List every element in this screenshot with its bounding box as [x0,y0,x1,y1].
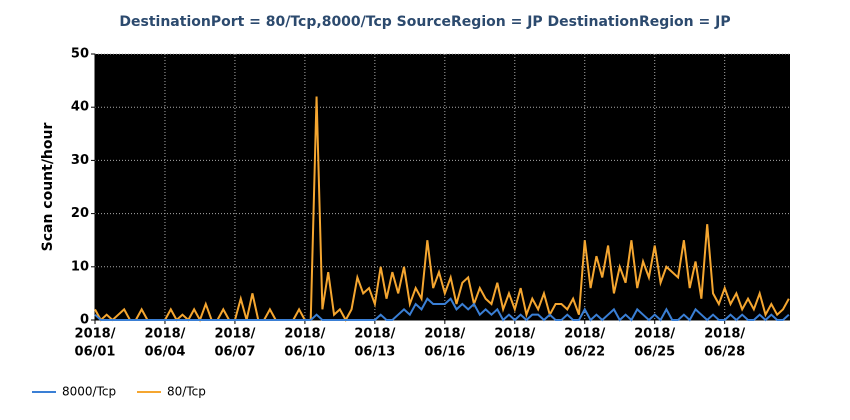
y-tick-label: 20 [71,206,89,221]
x-tick-label: 2018/ [704,327,745,342]
series-line [94,96,790,323]
x-tick-label: 06/16 [424,345,465,360]
series-line [94,297,790,322]
x-tick-label: 06/10 [284,345,325,360]
y-tick-label: 40 [71,100,89,115]
x-tick-label: 2018/ [564,327,605,342]
y-axis-label: Scan count/hour [40,123,56,252]
x-tick-label: 2018/ [354,327,395,342]
chart-title: DestinationPort = 80/Tcp,8000/Tcp Source… [119,14,730,30]
legend-label: 80/Tcp [167,385,206,399]
y-tick-label: 10 [71,259,89,274]
x-tick-label: 2018/ [214,327,255,342]
y-tick-label: 0 [80,313,89,328]
plot-area [95,54,790,320]
x-tick-label: 2018/ [144,327,185,342]
y-tick-label: 50 [71,47,89,62]
x-tick-label: 2018/ [284,327,325,342]
x-tick-label: 2018/ [634,327,675,342]
x-tick-label: 06/22 [564,345,605,360]
x-tick-label: 06/07 [214,345,255,360]
x-tick-label: 2018/ [424,327,465,342]
x-tick-label: 2018/ [494,327,535,342]
x-tick-label: 06/28 [704,345,745,360]
x-tick-label: 06/19 [494,345,535,360]
y-tick-label: 30 [71,153,89,168]
x-tick-label: 06/25 [634,345,675,360]
x-tick-label: 06/04 [144,345,185,360]
x-tick-label: 2018/ [75,327,116,342]
x-tick-label: 06/01 [75,345,116,360]
x-tick-label: 06/13 [354,345,395,360]
legend-label: 8000/Tcp [62,385,116,399]
